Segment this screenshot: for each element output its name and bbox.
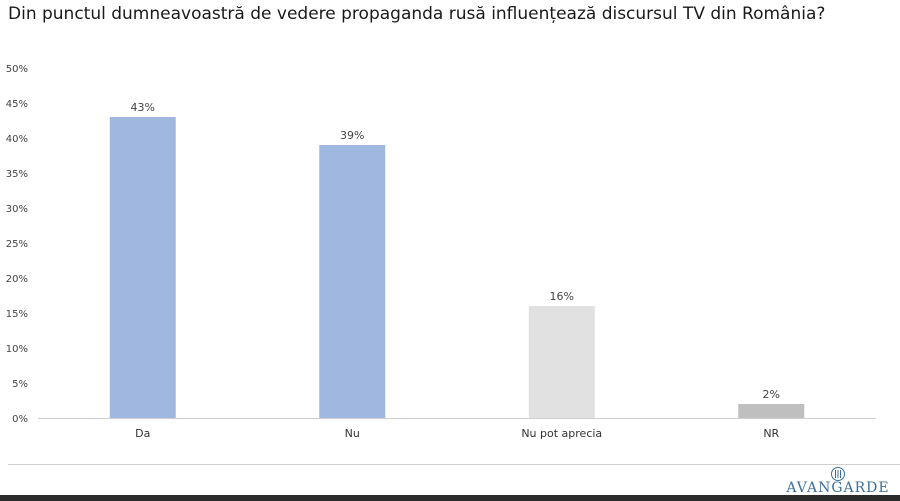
y-tick-label: 25% [6, 239, 28, 250]
bar [738, 404, 805, 418]
bar [109, 117, 176, 418]
data-label: 43% [131, 101, 155, 114]
y-tick-label: 5% [12, 379, 28, 390]
x-tick-label: NR [763, 427, 779, 440]
footer-divider [8, 464, 900, 465]
x-tick-label: Da [135, 427, 150, 440]
x-tick-label: Nu pot aprecia [521, 427, 602, 440]
y-tick-label: 45% [6, 99, 28, 110]
chart-title: Din punctul dumneavoastră de vedere prop… [8, 4, 826, 24]
y-tick-label: 20% [6, 274, 28, 285]
avangarde-logo: AVANGARDE [780, 466, 896, 496]
data-label: 2% [763, 388, 780, 401]
y-tick-label: 0% [12, 414, 28, 425]
bar [528, 306, 595, 418]
y-tick-label: 50% [6, 64, 28, 75]
y-tick-label: 15% [6, 309, 28, 320]
bottom-bar [0, 495, 900, 501]
data-label: 39% [340, 129, 364, 142]
y-tick-label: 40% [6, 134, 28, 145]
y-tick-label: 10% [6, 344, 28, 355]
bar [319, 145, 386, 418]
y-tick-label: 30% [6, 204, 28, 215]
avangarde-seal-icon [831, 467, 845, 481]
data-label: 16% [550, 290, 574, 303]
y-tick-label: 35% [6, 169, 28, 180]
x-tick-label: Nu [345, 427, 360, 440]
logo-text: AVANGARDE [786, 480, 890, 496]
